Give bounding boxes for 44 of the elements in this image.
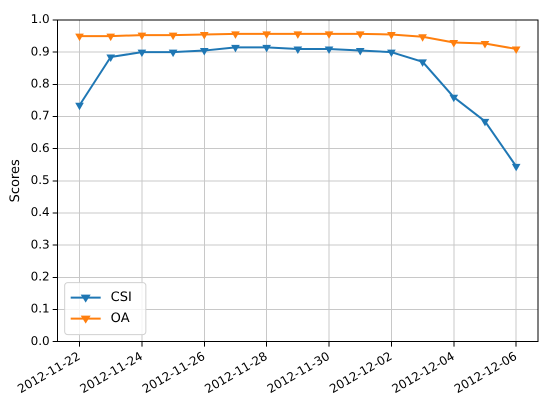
y-tick-label: 1.0 bbox=[30, 12, 50, 26]
point bbox=[324, 31, 334, 39]
point bbox=[512, 46, 520, 54]
point bbox=[512, 164, 520, 172]
point bbox=[294, 46, 302, 54]
y-tick-label: 0.6 bbox=[30, 140, 50, 155]
point bbox=[75, 34, 84, 42]
point bbox=[294, 31, 302, 39]
point bbox=[168, 50, 178, 58]
point bbox=[138, 50, 146, 58]
point bbox=[138, 32, 146, 40]
point bbox=[168, 32, 178, 40]
point bbox=[480, 40, 490, 48]
point bbox=[356, 31, 365, 39]
point bbox=[449, 40, 458, 48]
y-tick-label: 0.9 bbox=[30, 44, 50, 58]
y-tick-label: 0.4 bbox=[30, 205, 50, 220]
point bbox=[75, 102, 84, 110]
point bbox=[356, 48, 365, 56]
point bbox=[387, 50, 396, 58]
point bbox=[449, 94, 458, 102]
point bbox=[106, 34, 116, 42]
legend-label: OA bbox=[110, 311, 130, 326]
point bbox=[418, 34, 427, 42]
point bbox=[231, 31, 240, 39]
point bbox=[262, 44, 271, 52]
point bbox=[200, 32, 209, 40]
point bbox=[231, 44, 240, 52]
y-tick-label: 0.7 bbox=[30, 108, 50, 123]
y-tick-label: 0.8 bbox=[30, 76, 50, 90]
legend-label: CSI bbox=[110, 290, 132, 306]
point bbox=[480, 118, 490, 126]
y-tick-label: 0.1 bbox=[30, 302, 50, 316]
y-tick-label: 0.2 bbox=[30, 269, 50, 284]
point bbox=[387, 32, 396, 40]
point bbox=[262, 31, 271, 39]
point bbox=[324, 46, 334, 54]
y-tick-label: 0.3 bbox=[30, 237, 50, 252]
point bbox=[200, 48, 209, 56]
point bbox=[106, 54, 116, 62]
y-axis-title: Scores bbox=[8, 159, 24, 202]
y-tick-label: 0.5 bbox=[30, 172, 50, 187]
y-tick-label: 0.0 bbox=[30, 334, 50, 348]
point bbox=[418, 59, 427, 67]
